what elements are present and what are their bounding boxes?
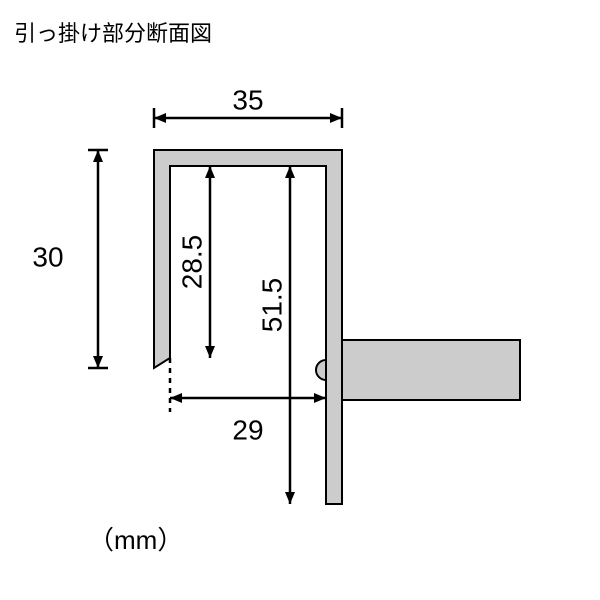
attached-block [342, 340, 520, 400]
unit-label: （mm） [88, 520, 183, 557]
svg-text:30: 30 [32, 241, 63, 272]
dim-inner-51p5: 51.5 [256, 166, 295, 504]
diagram-title: 引っ掛け部分断面図 [14, 16, 212, 48]
dim-left-30: 30 [32, 150, 108, 368]
dim-inner-29: 29 [170, 393, 326, 445]
dim-top-35: 35 [154, 84, 342, 128]
cross-section-diagram: 35 30 28.5 51.5 29 [0, 0, 600, 600]
bracket-cross-section [154, 150, 342, 504]
svg-text:29: 29 [232, 414, 263, 445]
svg-text:51.5: 51.5 [256, 278, 287, 333]
dim-inner-28p5: 28.5 [176, 166, 215, 358]
inner-bump [316, 360, 326, 380]
svg-text:28.5: 28.5 [176, 235, 207, 290]
svg-text:35: 35 [232, 84, 263, 115]
